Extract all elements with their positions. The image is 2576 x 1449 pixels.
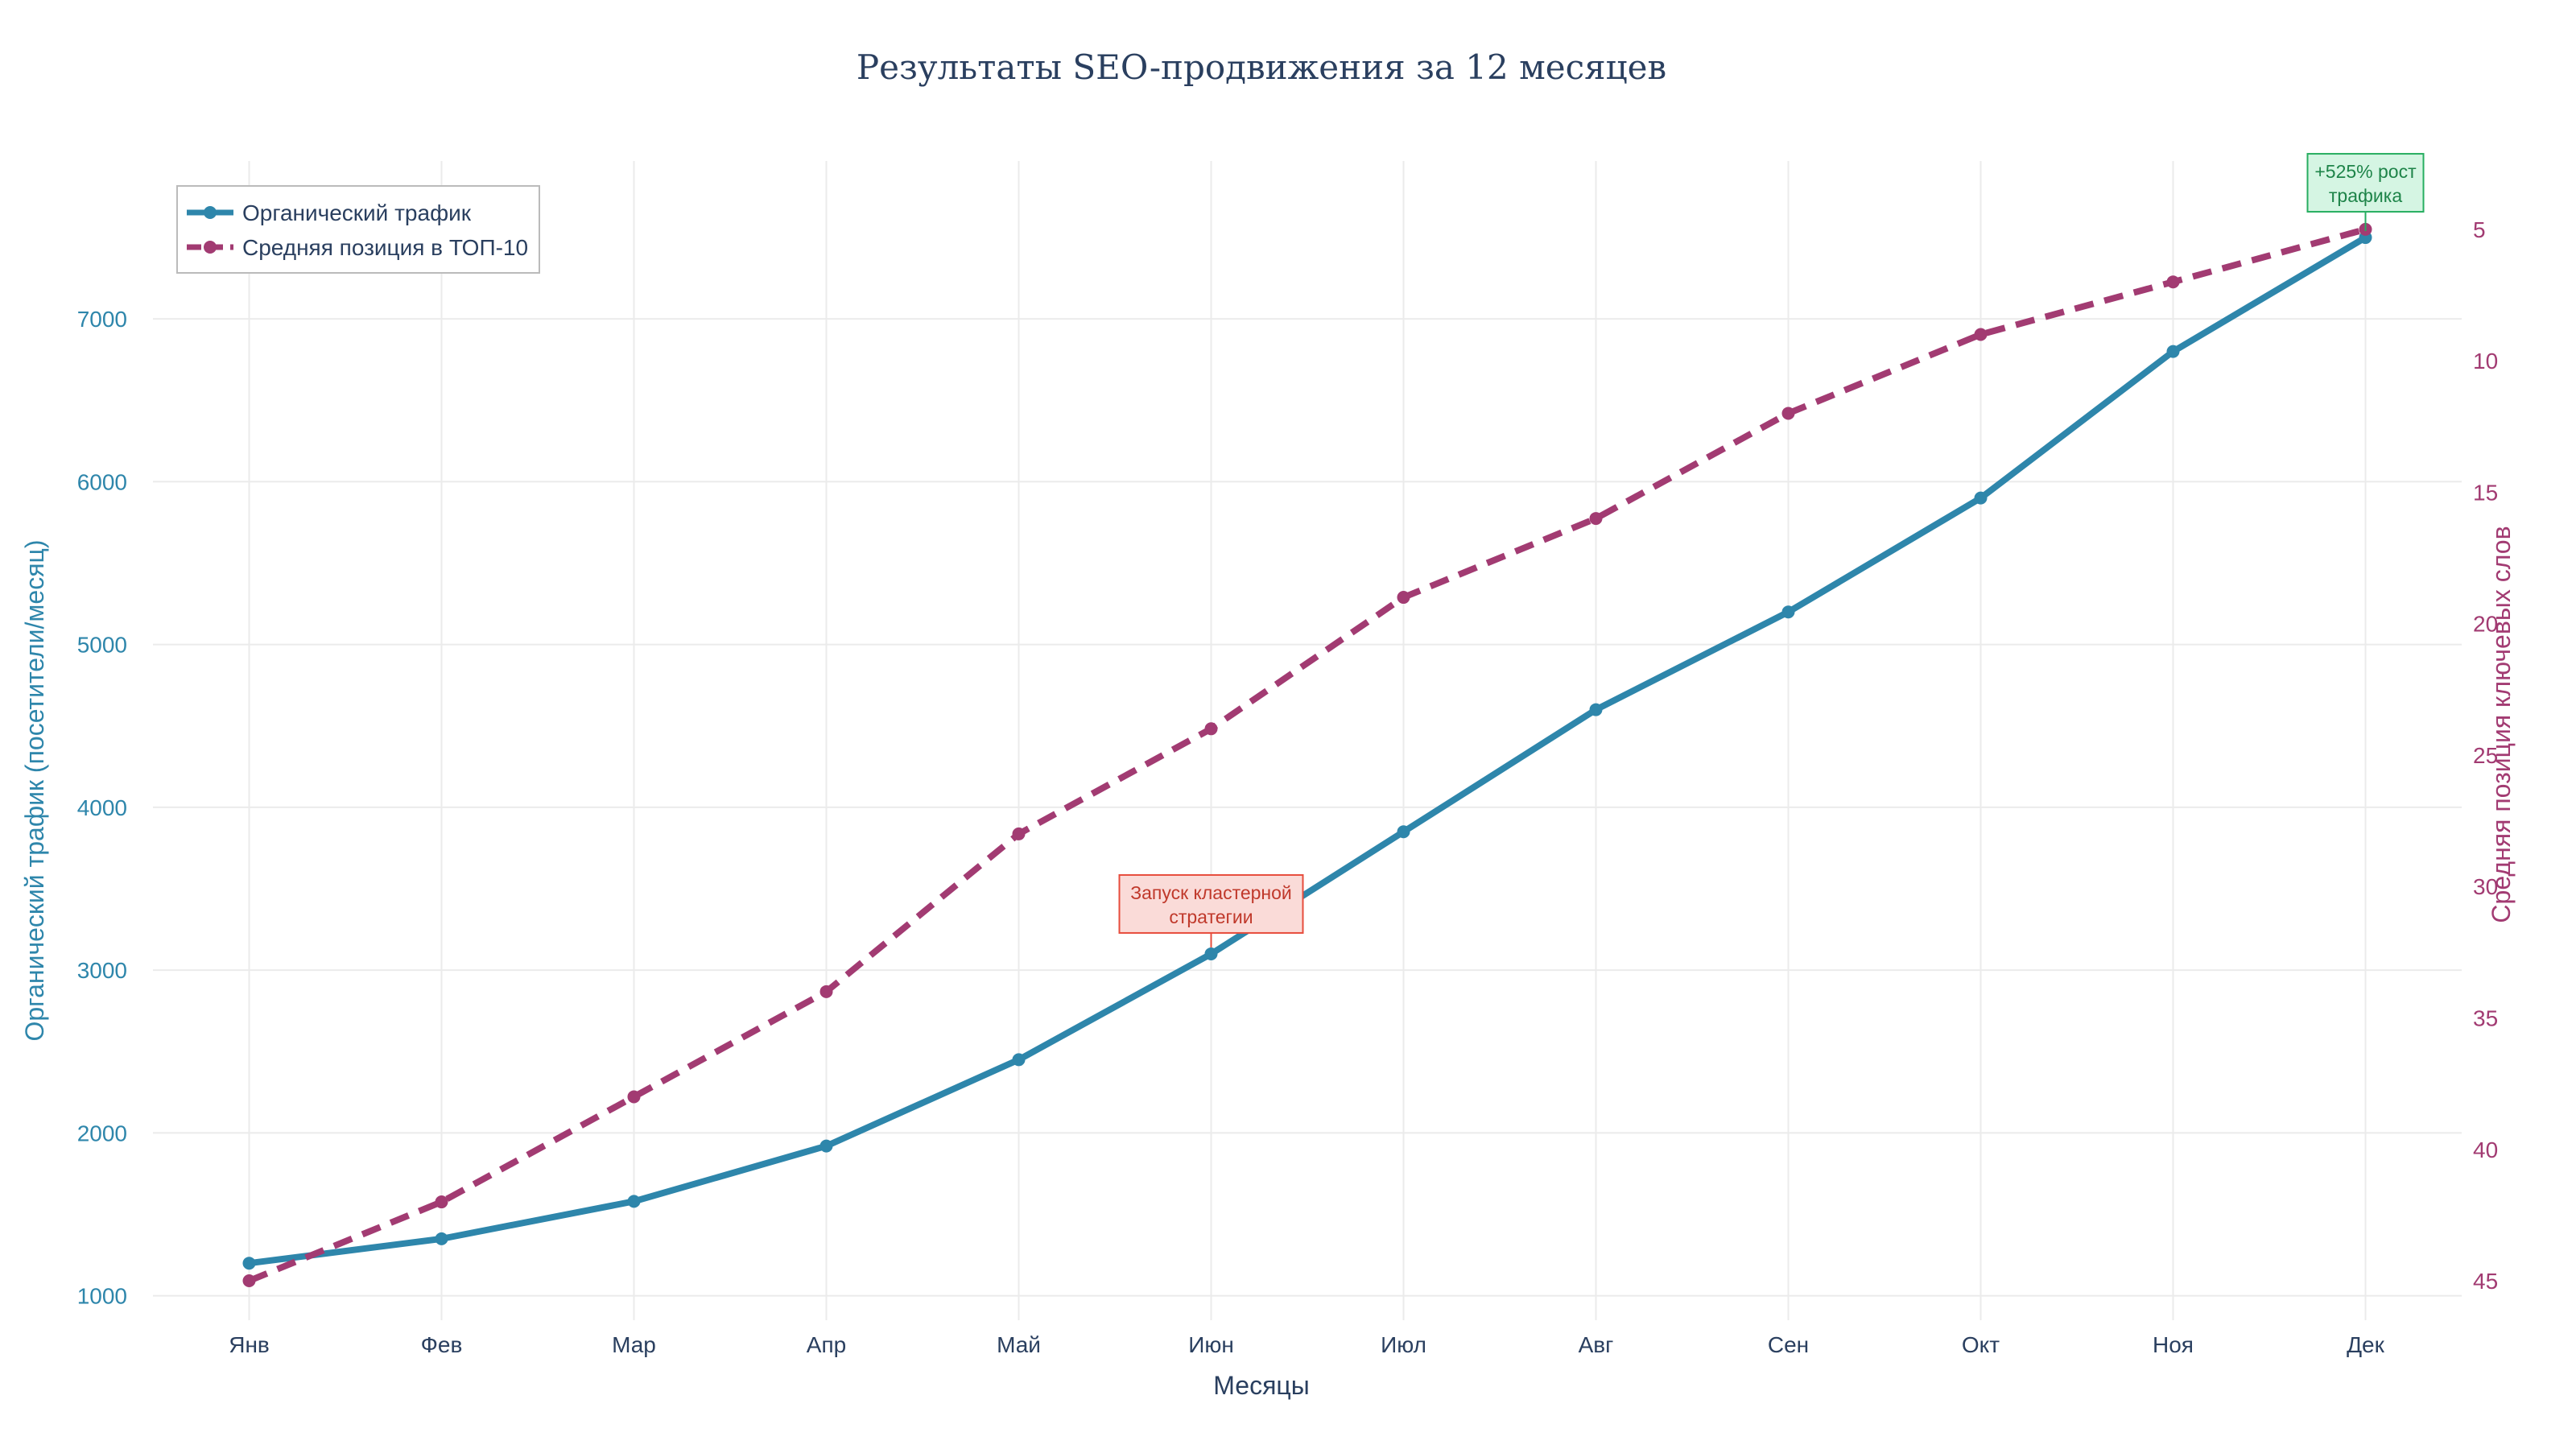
x-tick-label: Июн [1188, 1332, 1234, 1357]
x-tick-label: Янв [229, 1332, 270, 1357]
data-point-traffic [1397, 825, 1410, 839]
y-axis-title-left: Органический трафик (посетители/месяц) [20, 539, 49, 1041]
annotation-label: +525% рост [2314, 161, 2417, 182]
y-tick-label-right: 45 [2473, 1269, 2498, 1294]
y-axis-title-right: Средняя позиция ключевых слов [2487, 526, 2516, 923]
x-tick-label: Дек [2347, 1332, 2385, 1357]
x-axis-title: Месяцы [1213, 1371, 1309, 1400]
data-point-traffic [1204, 947, 1218, 960]
legend: Органический трафик Средняя позиция в ТО… [176, 185, 540, 274]
series-layer [242, 222, 2372, 1288]
data-point-traffic [819, 1139, 833, 1153]
annotation-label: Запуск кластерной [1130, 882, 1292, 903]
annotation-label: трафика [2329, 185, 2402, 206]
y-tick-label-right: 10 [2473, 349, 2498, 374]
y-tick-label-right: 20 [2473, 612, 2498, 637]
data-point-position [819, 985, 833, 998]
data-point-position [1974, 328, 1988, 341]
y-tick-label-left: 7000 [77, 307, 127, 332]
data-point-traffic [1589, 703, 1603, 716]
y-tick-label-left: 4000 [77, 795, 127, 820]
grid-layer [153, 161, 2462, 1320]
data-point-position [1589, 512, 1603, 526]
x-tick-label: Сен [1768, 1332, 1809, 1357]
x-tick-label: Окт [1962, 1332, 2000, 1357]
data-point-position [1204, 722, 1218, 736]
data-point-position [1781, 407, 1795, 420]
data-point-traffic [627, 1195, 641, 1208]
y-tick-label-left: 2000 [77, 1121, 127, 1146]
chart-title: Результаты SEO-продвижения за 12 месяцев [857, 47, 1666, 87]
x-tick-label: Авг [1579, 1332, 1614, 1357]
y-tick-label-right: 30 [2473, 874, 2498, 899]
x-tick-label: Июл [1381, 1332, 1426, 1357]
axis-layer: Янв Фев Мар Апр Май Июн Июл Авг Сен Окт Ноя Дек 1000… [77, 217, 2498, 1357]
data-point-position [242, 1274, 256, 1288]
y-tick-label-left: 3000 [77, 958, 127, 983]
data-point-traffic [242, 1257, 256, 1270]
annotation-label: стратегии [1169, 906, 1253, 927]
data-point-position [2166, 275, 2180, 289]
series-line-position [247, 226, 2367, 1284]
legend-label-position: Средняя позиция в ТОП-10 [242, 235, 528, 260]
annotation-box [1118, 873, 1304, 934]
x-tick-label: Май [997, 1332, 1041, 1357]
data-point-traffic [1974, 491, 1988, 505]
legend-label-traffic: Органический трафик [242, 200, 472, 225]
data-point-traffic [1012, 1053, 1026, 1067]
y-tick-label-right: 25 [2473, 743, 2498, 768]
legend-marker-traffic [204, 206, 217, 219]
data-point-position [627, 1090, 641, 1104]
data-point-traffic [435, 1232, 448, 1245]
y-tick-label-right: 35 [2473, 1005, 2498, 1030]
annotation-layer: Запуск кластерной стратегии +525% рост траф… [1118, 153, 2425, 947]
y-tick-label-right: 5 [2473, 217, 2486, 242]
y-tick-label-left: 5000 [77, 633, 127, 658]
x-tick-label: Мар [612, 1332, 656, 1357]
x-tick-label: Фев [421, 1332, 463, 1357]
y-tick-label-right: 15 [2473, 480, 2498, 505]
legend-box [176, 185, 540, 274]
legend-marker-position [204, 241, 217, 254]
x-tick-label: Ноя [2153, 1332, 2194, 1357]
data-point-position [1012, 827, 1026, 840]
y-tick-label-left: 1000 [77, 1284, 127, 1309]
x-tick-label: Апр [807, 1332, 846, 1357]
data-point-position [1397, 591, 1410, 605]
series-line-traffic [248, 234, 2368, 1267]
data-point-traffic [2166, 345, 2180, 358]
data-point-position [435, 1195, 448, 1209]
data-point-traffic [1781, 605, 1795, 619]
annotation-box [2306, 153, 2425, 213]
y-tick-label-right: 40 [2473, 1137, 2498, 1162]
y-tick-label-left: 6000 [77, 469, 127, 494]
